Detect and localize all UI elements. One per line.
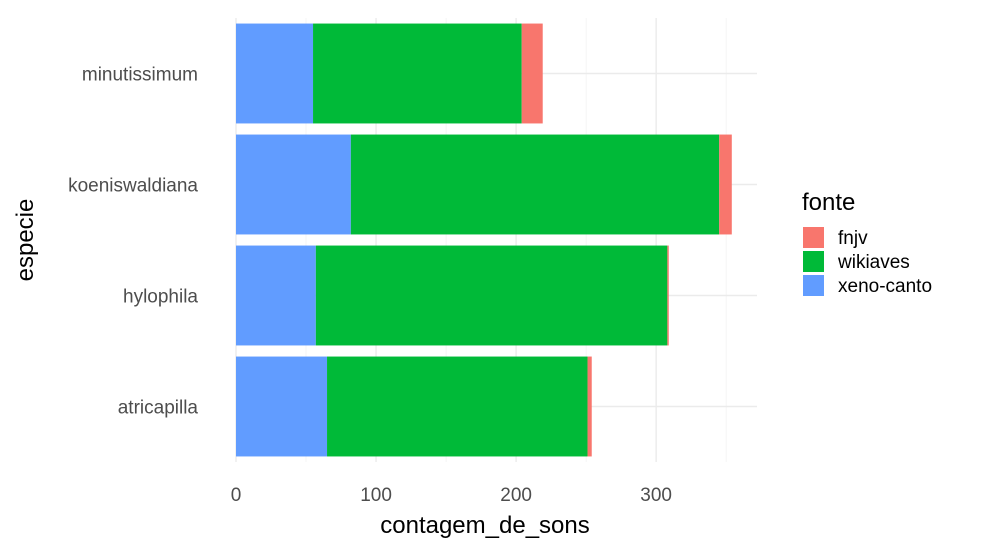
x-tick-label: 100 bbox=[360, 485, 392, 506]
x-axis-tick-labels: 0 100 200 300 bbox=[231, 485, 672, 506]
legend-swatch-xeno-canto bbox=[803, 275, 824, 296]
x-tick-label: 300 bbox=[640, 485, 672, 506]
bar-atricapilla-wikiaves bbox=[327, 356, 588, 457]
y-tick-label: hylophila bbox=[123, 287, 198, 308]
bars bbox=[236, 23, 732, 457]
legend: fonte fnjv wikiaves xeno-canto bbox=[802, 189, 932, 297]
bar-atricapilla-fnjv bbox=[587, 356, 592, 457]
bar-koeniswaldiana-wikiaves bbox=[350, 134, 720, 235]
y-tick-label: minutissimum bbox=[82, 65, 198, 86]
bar-atricapilla-xeno-canto bbox=[236, 356, 328, 457]
bar-hylophila-xeno-canto bbox=[236, 245, 316, 346]
legend-swatch-fnjv bbox=[803, 227, 824, 248]
legend-label-wikiaves: wikiaves bbox=[837, 252, 910, 273]
legend-label-fnjv: fnjv bbox=[838, 228, 868, 249]
bar-minutissimum-wikiaves bbox=[313, 23, 522, 124]
y-tick-label: koeniswaldiana bbox=[68, 176, 198, 197]
bar-minutissimum-xeno-canto bbox=[236, 23, 314, 124]
y-axis-title: especie bbox=[12, 199, 39, 282]
legend-items: fnjv wikiaves xeno-canto bbox=[803, 227, 932, 297]
bar-hylophila-wikiaves bbox=[315, 245, 668, 346]
bar-koeniswaldiana-xeno-canto bbox=[236, 134, 351, 235]
legend-swatch-wikiaves bbox=[803, 251, 824, 272]
y-axis-tick-labels: minutissimum koeniswaldiana hylophila atric… bbox=[68, 65, 198, 419]
y-tick-label: atricapilla bbox=[118, 398, 199, 419]
bar-hylophila-fnjv bbox=[667, 245, 669, 346]
bar-minutissimum-fnjv bbox=[521, 23, 543, 124]
bar-koeniswaldiana-fnjv bbox=[719, 134, 732, 235]
x-tick-label: 200 bbox=[500, 485, 532, 506]
legend-title: fonte bbox=[802, 189, 855, 216]
x-axis-title: contagem_de_sons bbox=[380, 512, 589, 539]
x-tick-label: 0 bbox=[231, 485, 242, 506]
legend-label-xeno-canto: xeno-canto bbox=[838, 276, 932, 297]
